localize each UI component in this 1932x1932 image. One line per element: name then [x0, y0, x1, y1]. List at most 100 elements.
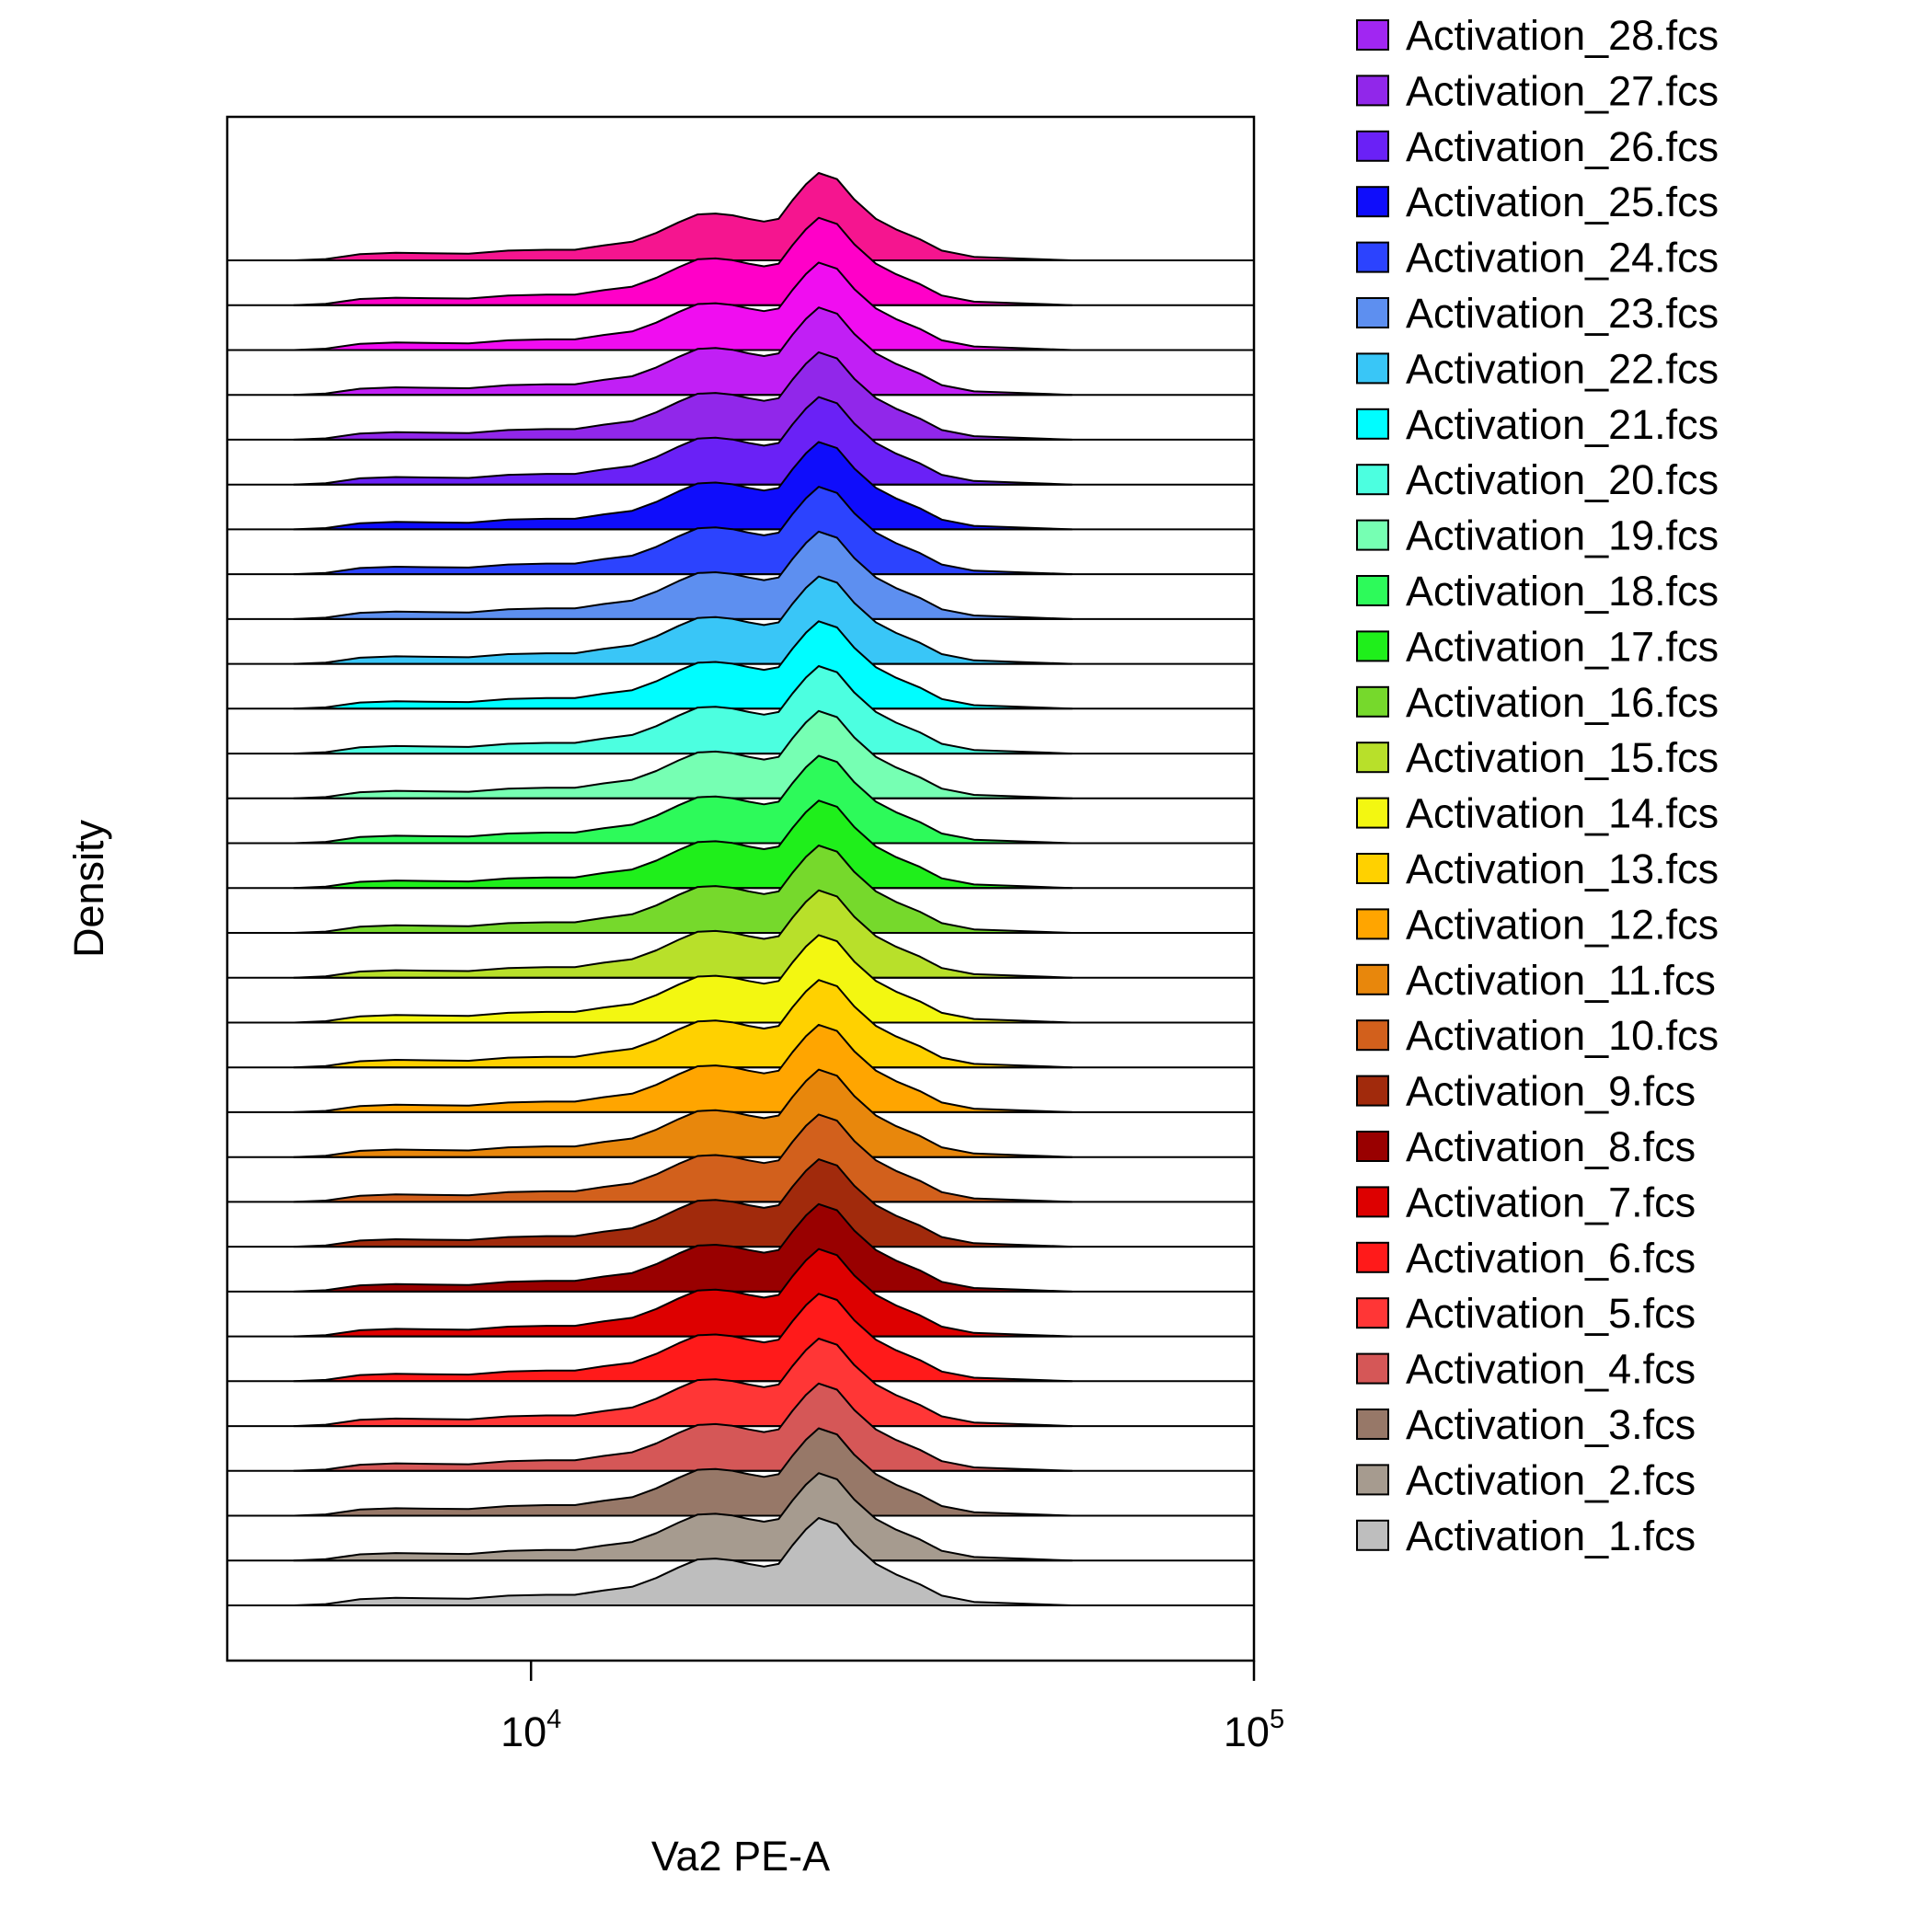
ridge-density-21 — [293, 620, 1074, 710]
legend-label: Activation_13.fcs — [1406, 845, 1719, 892]
legend-label: Activation_23.fcs — [1406, 290, 1719, 337]
legend-swatch — [1356, 742, 1389, 774]
ridge-7 — [227, 1248, 1254, 1338]
legend-item: Activation_6.fcs — [1356, 1235, 1696, 1282]
ridge-23 — [227, 530, 1254, 620]
legend-label: Activation_10.fcs — [1406, 1012, 1719, 1059]
ridge-density-29 — [293, 261, 1074, 351]
legend-label: Activation_2.fcs — [1406, 1456, 1696, 1503]
ridge-density-20 — [293, 665, 1074, 755]
legend-item: Activation_4.fcs — [1356, 1346, 1696, 1393]
legend-label: Activation_17.fcs — [1406, 623, 1719, 670]
legend-item: Activation_12.fcs — [1356, 901, 1719, 948]
legend-label: Activation_24.fcs — [1406, 235, 1719, 282]
legend-label: Activation_15.fcs — [1406, 734, 1719, 781]
y-axis-label: Density — [65, 819, 112, 958]
legend-label: Activation_26.fcs — [1406, 123, 1719, 170]
x-axis-label: Va2 PE-A — [651, 1833, 830, 1880]
legend-swatch — [1356, 75, 1389, 107]
ridge-18 — [227, 754, 1254, 845]
legend-label: Activation_3.fcs — [1406, 1401, 1696, 1448]
legend-swatch — [1356, 630, 1389, 662]
legend-item: Activation_24.fcs — [1356, 235, 1719, 282]
ridge-density-5 — [293, 1338, 1074, 1428]
legend-item: Activation_28.fcs — [1356, 12, 1719, 59]
legend-label: Activation_25.fcs — [1406, 178, 1719, 225]
legend-item: Activation_3.fcs — [1356, 1401, 1696, 1448]
ridge-4 — [227, 1382, 1254, 1472]
legend-swatch — [1356, 519, 1389, 551]
ridge-3 — [227, 1427, 1254, 1517]
ridge-density-28 — [293, 306, 1074, 397]
ridge-28 — [227, 306, 1254, 397]
legend-swatch — [1356, 797, 1389, 829]
legend-item: Activation_10.fcs — [1356, 1012, 1719, 1059]
ridge-9 — [227, 1158, 1254, 1248]
legend-swatch — [1356, 908, 1389, 940]
legend-item: Activation_7.fcs — [1356, 1179, 1696, 1225]
ridge-19 — [227, 709, 1254, 799]
legend-item: Activation_15.fcs — [1356, 734, 1719, 781]
legend-label: Activation_19.fcs — [1406, 512, 1719, 559]
ridge-15 — [227, 889, 1254, 979]
legend-swatch — [1356, 1075, 1389, 1107]
legend-swatch — [1356, 685, 1389, 718]
ridge-density-3 — [293, 1427, 1074, 1517]
ridge-density-19 — [293, 709, 1074, 799]
ridge-density-27 — [293, 351, 1074, 441]
ridge-13 — [227, 979, 1254, 1069]
legend: Activation_28.fcs Activation_27.fcs Activa… — [1356, 12, 1719, 1559]
ridge-27 — [227, 351, 1254, 441]
ridge-25 — [227, 441, 1254, 531]
ridge-density-22 — [293, 575, 1074, 665]
ridge-density-14 — [293, 934, 1074, 1024]
legend-item: Activation_27.fcs — [1356, 67, 1719, 114]
legend-label: Activation_22.fcs — [1406, 345, 1719, 392]
legend-swatch — [1356, 963, 1389, 995]
ridge-plot-area — [227, 172, 1254, 1606]
legend-swatch — [1356, 575, 1389, 606]
legend-label: Activation_20.fcs — [1406, 456, 1719, 503]
legend-item: Activation_23.fcs — [1356, 290, 1719, 337]
legend-swatch — [1356, 1241, 1389, 1273]
ridge-17 — [227, 799, 1254, 890]
legend-item: Activation_19.fcs — [1356, 512, 1719, 559]
legend-item: Activation_20.fcs — [1356, 456, 1719, 503]
ridge-density-8 — [293, 1202, 1074, 1293]
x-axis: 104 105 — [500, 1661, 1284, 1755]
legend-swatch — [1356, 1019, 1389, 1052]
legend-item: Activation_25.fcs — [1356, 178, 1719, 225]
legend-item: Activation_8.fcs — [1356, 1123, 1696, 1170]
ridge-density-24 — [293, 486, 1074, 576]
x-tick-label: 105 — [1224, 1705, 1284, 1755]
legend-swatch — [1356, 853, 1389, 884]
ridge-6 — [227, 1293, 1254, 1383]
legend-item: Activation_16.fcs — [1356, 679, 1719, 726]
ridge-30 — [227, 216, 1254, 306]
legend-label: Activation_1.fcs — [1406, 1512, 1696, 1559]
plot-frame — [225, 115, 1256, 1662]
legend-label: Activation_7.fcs — [1406, 1179, 1696, 1225]
legend-label: Activation_8.fcs — [1406, 1123, 1696, 1170]
legend-item: Activation_14.fcs — [1356, 790, 1719, 837]
ridge-11 — [227, 1068, 1254, 1158]
ridge-density-11 — [293, 1068, 1074, 1158]
ridge-5 — [227, 1338, 1254, 1428]
ridge-21 — [227, 620, 1254, 710]
legend-label: Activation_27.fcs — [1406, 67, 1719, 114]
legend-swatch — [1356, 1186, 1389, 1218]
ridge-density-18 — [293, 754, 1074, 845]
ridge-density-9 — [293, 1158, 1074, 1248]
legend-label: Activation_11.fcs — [1406, 957, 1716, 1004]
legend-item: Activation_1.fcs — [1356, 1512, 1696, 1559]
legend-label: Activation_14.fcs — [1406, 790, 1719, 837]
ridge-16 — [227, 845, 1254, 934]
legend-swatch — [1356, 19, 1389, 51]
ridge-20 — [227, 665, 1254, 755]
legend-item: Activation_18.fcs — [1356, 568, 1719, 615]
ridge-density-15 — [293, 889, 1074, 979]
legend-label: Activation_18.fcs — [1406, 568, 1719, 615]
legend-item: Activation_9.fcs — [1356, 1068, 1696, 1115]
ridge-density-16 — [293, 845, 1074, 934]
x-tick-label: 104 — [500, 1705, 561, 1755]
